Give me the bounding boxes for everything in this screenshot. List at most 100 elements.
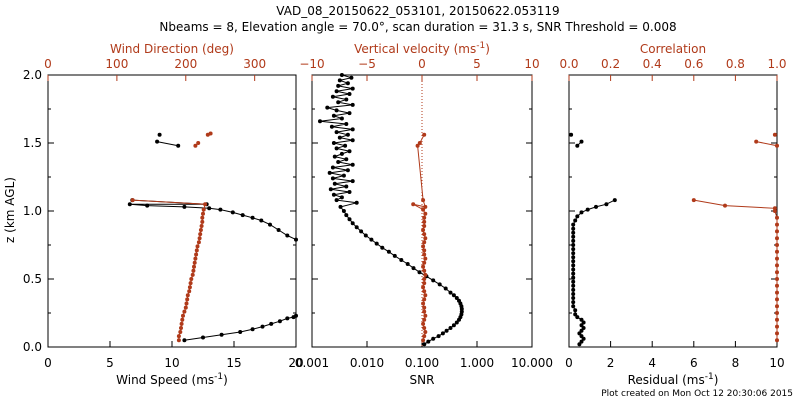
data-point <box>775 243 779 247</box>
footer-timestamp: Plot created on Mon Oct 12 20:30:06 2015 <box>601 389 793 399</box>
title-line-1: VAD_08_20150622_053101, 20150622.053119 <box>276 4 559 18</box>
data-point <box>193 143 198 148</box>
x-tick-label: 2 <box>607 356 615 370</box>
data-point <box>350 221 355 226</box>
data-point <box>330 94 335 99</box>
data-point <box>294 237 298 242</box>
data-point <box>422 240 427 245</box>
data-point <box>176 338 181 343</box>
data-point <box>157 132 162 137</box>
series-line <box>756 141 778 147</box>
data-point <box>318 119 322 124</box>
data-point <box>423 256 428 261</box>
data-point <box>338 204 343 209</box>
data-point <box>436 334 441 339</box>
data-point <box>334 146 339 151</box>
data-point <box>575 315 580 320</box>
bottom-axis-label: Residual (ms-1) <box>628 372 719 387</box>
data-point <box>190 272 195 277</box>
data-point <box>775 263 779 268</box>
data-point <box>775 222 779 227</box>
data-point <box>571 263 576 268</box>
bottom-axis-label: SNR <box>410 373 435 387</box>
top-axis-label: Wind Direction (deg) <box>110 42 234 56</box>
data-point <box>185 293 190 298</box>
data-point <box>422 260 427 265</box>
data-point <box>194 248 199 253</box>
data-point <box>411 266 416 271</box>
top-axis-label: Vertical velocity (ms-1) <box>354 41 490 56</box>
data-point <box>276 228 281 232</box>
x-tick-label: 0 <box>44 356 52 370</box>
data-point <box>579 323 584 328</box>
data-point <box>775 215 779 220</box>
data-point <box>422 326 427 330</box>
data-point <box>181 313 185 318</box>
data-point <box>571 287 576 292</box>
x-tick-label: 8 <box>732 356 740 370</box>
data-point <box>182 309 187 314</box>
data-point <box>417 141 422 145</box>
data-point <box>775 256 779 261</box>
data-point <box>201 211 205 216</box>
top-tick-label: 0.4 <box>643 57 662 71</box>
x-tick-label: 10 <box>769 356 784 370</box>
data-point <box>448 326 453 330</box>
data-point <box>349 75 354 80</box>
data-point <box>421 207 426 212</box>
data-point <box>417 270 422 275</box>
data-point <box>422 334 427 339</box>
data-point <box>571 230 576 235</box>
data-point <box>423 272 428 277</box>
data-point <box>579 339 584 344</box>
panel-snr: 0.001 0.010 0.100 1.000 10.000 SNR −10 −5 0 5 10 Ve… <box>295 41 553 387</box>
data-point <box>354 225 359 230</box>
plot-frame <box>568 74 778 348</box>
data-point <box>192 260 197 265</box>
data-point <box>218 207 223 212</box>
data-point <box>577 331 582 336</box>
data-point <box>392 253 397 258</box>
data-point <box>585 207 590 212</box>
data-point <box>196 240 201 245</box>
x-tick-label: 0.100 <box>405 356 439 370</box>
data-point <box>573 308 578 313</box>
data-point <box>443 286 448 291</box>
x-tick-label: 15 <box>226 356 241 370</box>
x-tick-label: 6 <box>690 356 698 370</box>
data-point <box>345 81 350 86</box>
data-point <box>347 217 352 222</box>
data-point <box>579 334 584 339</box>
data-point <box>191 268 196 273</box>
data-point <box>579 317 584 322</box>
data-point <box>344 97 349 102</box>
data-point <box>200 215 205 220</box>
series-line <box>157 141 179 147</box>
data-point <box>347 149 352 154</box>
data-point <box>422 252 427 257</box>
data-point <box>775 143 779 148</box>
data-point <box>422 224 427 228</box>
bottom-axis-label: Wind Speed (ms-1) <box>116 372 228 387</box>
data-point <box>341 173 346 178</box>
plot-frame <box>47 74 297 348</box>
y-tick-label: 1.0 <box>23 204 42 218</box>
data-point <box>775 290 779 295</box>
data-point <box>268 222 272 227</box>
data-point <box>775 331 779 336</box>
data-point <box>344 157 349 162</box>
top-tick-label: 5 <box>473 57 481 71</box>
data-point <box>219 332 224 337</box>
data-point <box>127 202 132 207</box>
data-point <box>571 234 576 239</box>
data-point <box>422 232 427 237</box>
x-tick-label: 4 <box>648 356 656 370</box>
top-axis-label: Correlation <box>640 42 706 56</box>
x-tick-label: 20 <box>288 356 303 370</box>
data-point <box>184 301 189 306</box>
series-line <box>693 199 778 341</box>
data-point <box>347 111 352 116</box>
data-point <box>421 338 426 343</box>
data-point <box>331 113 336 118</box>
data-point <box>573 218 578 223</box>
